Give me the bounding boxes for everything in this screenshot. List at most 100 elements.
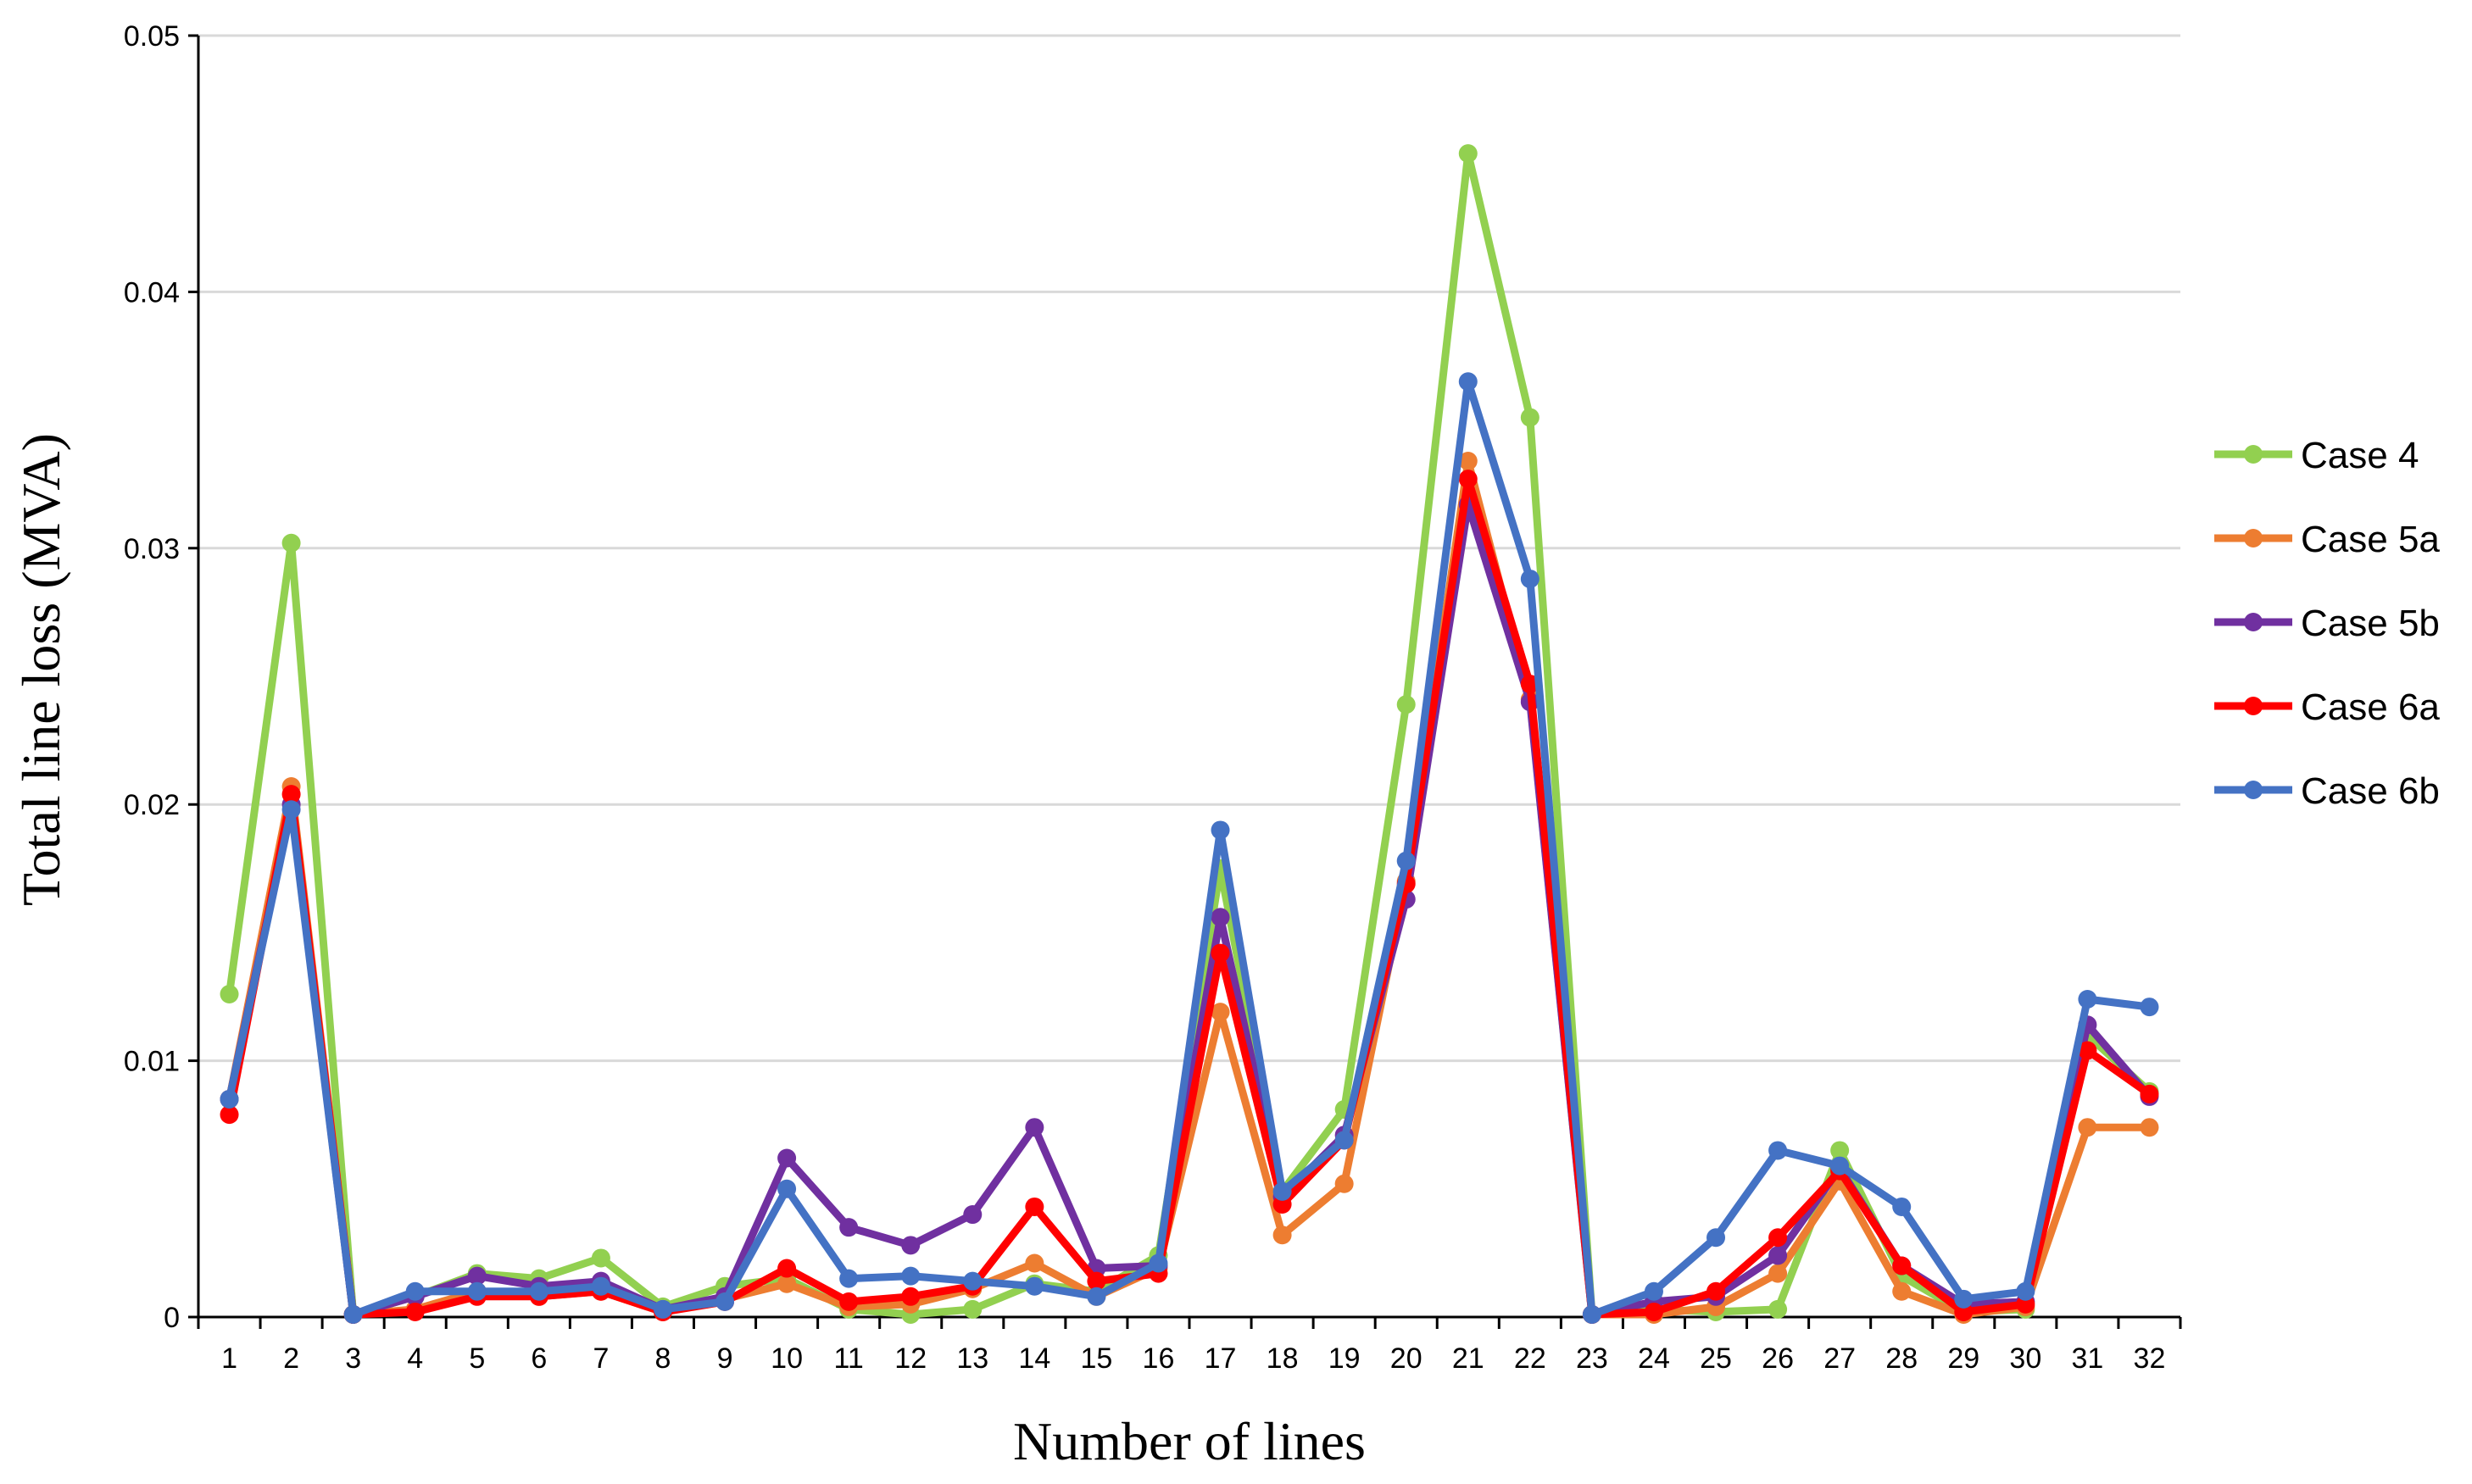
- data-point: [2078, 1118, 2097, 1137]
- legend: Case 4 Case 5a Case 5b Case 6a Case 6b: [2214, 435, 2440, 812]
- data-point: [1768, 1299, 1788, 1319]
- data-point: [2140, 1084, 2159, 1103]
- data-point: [1211, 1003, 1230, 1022]
- x-tick-label: 6: [531, 1342, 547, 1375]
- legend-marker: [2244, 445, 2263, 464]
- legend-marker: [2244, 613, 2263, 631]
- data-point: [1458, 144, 1478, 164]
- data-point: [715, 1292, 735, 1311]
- data-point: [1768, 1228, 1788, 1248]
- data-point: [839, 1292, 859, 1311]
- data-point: [1025, 1276, 1044, 1296]
- data-point: [777, 1148, 797, 1168]
- legend-label: Case 5a: [2301, 519, 2440, 560]
- data-point: [529, 1281, 548, 1301]
- data-point: [1272, 1194, 1292, 1214]
- x-tick-label: 19: [1328, 1342, 1361, 1375]
- data-point: [963, 1299, 983, 1319]
- x-axis-title: Number of lines: [1013, 1411, 1366, 1471]
- legend-marker: [2244, 781, 2263, 799]
- x-tick-label: 24: [1638, 1342, 1670, 1375]
- data-point: [777, 1274, 797, 1293]
- x-tick-label: 11: [834, 1342, 864, 1375]
- y-tick-label: 0.05: [124, 20, 180, 53]
- data-point: [1334, 1174, 1354, 1193]
- data-point: [1520, 408, 1539, 427]
- data-point: [901, 1266, 921, 1286]
- axes: 00.010.020.030.040.051 2 3 4 5 6 7 8 9 10 11 12 13 14…: [124, 20, 2182, 1375]
- data-point: [220, 1089, 239, 1109]
- data-point: [963, 1205, 983, 1225]
- legend-label: Case 6a: [2301, 686, 2440, 728]
- legend-item: Case 5a: [2214, 519, 2440, 560]
- data-point: [1520, 570, 1539, 589]
- data-point: [2140, 1118, 2159, 1137]
- data-point: [1272, 1226, 1292, 1245]
- series-line: [225, 377, 2153, 1319]
- x-tick-label: 2: [283, 1342, 299, 1375]
- x-tick-label: 10: [771, 1342, 803, 1375]
- data-point: [1025, 1118, 1044, 1137]
- data-point: [1768, 1141, 1788, 1160]
- data-point: [1892, 1281, 1912, 1301]
- x-tick-label: 32: [2134, 1342, 2166, 1375]
- data-point: [591, 1248, 610, 1268]
- data-point: [1706, 1281, 1726, 1301]
- data-point: [405, 1281, 425, 1301]
- x-tick-label: 23: [1576, 1342, 1608, 1375]
- x-tick-label: 28: [1885, 1342, 1918, 1375]
- x-tick-label: 3: [345, 1342, 361, 1375]
- x-tick-label: 25: [1700, 1342, 1732, 1375]
- data-point: [1830, 1141, 1850, 1160]
- legend-label: Case 5b: [2301, 603, 2440, 644]
- legend-marker: [2244, 697, 2263, 715]
- data-point: [653, 1299, 672, 1319]
- x-tick-label: 15: [1080, 1342, 1112, 1375]
- x-tick-label: 31: [2071, 1342, 2103, 1375]
- data-point: [467, 1281, 487, 1301]
- data-point: [281, 533, 301, 553]
- legend-item: Case 5b: [2214, 603, 2440, 644]
- legend-item: Case 6b: [2214, 770, 2440, 812]
- data-point: [1644, 1281, 1663, 1301]
- data-point: [839, 1218, 859, 1237]
- data-point: [220, 984, 239, 1003]
- legend-marker: [2244, 529, 2263, 547]
- data-point: [591, 1276, 610, 1296]
- data-point: [1768, 1246, 1788, 1265]
- y-tick-label: 0: [164, 1302, 180, 1334]
- x-tick-label: 1: [221, 1342, 237, 1375]
- y-tick-label: 0.01: [124, 1046, 180, 1078]
- x-tick-label: 16: [1143, 1342, 1175, 1375]
- data-point: [963, 1271, 983, 1291]
- data-point: [1025, 1197, 1044, 1216]
- data-point: [1768, 1264, 1788, 1283]
- legend-item: Case 6a: [2214, 686, 2440, 728]
- data-point: [220, 1105, 239, 1125]
- data-point: [2078, 990, 2097, 1009]
- x-tick-label: 14: [1018, 1342, 1050, 1375]
- x-tick-label: 9: [717, 1342, 733, 1375]
- y-tick-label: 0.04: [124, 276, 180, 308]
- x-tick-label: 20: [1390, 1342, 1423, 1375]
- data-point: [2140, 998, 2159, 1017]
- x-tick-label: 22: [1514, 1342, 1546, 1375]
- series-case-6a: [220, 470, 2159, 1324]
- data-point: [1892, 1197, 1912, 1216]
- data-point: [1211, 820, 1230, 840]
- x-tick-label: 29: [1947, 1342, 1979, 1375]
- x-tick-label: 8: [655, 1342, 671, 1375]
- x-tick-label: 5: [469, 1342, 485, 1375]
- x-tick-label: 27: [1823, 1342, 1856, 1375]
- data-point: [1458, 470, 1478, 489]
- data-point: [1087, 1271, 1106, 1291]
- series-case-6b: [220, 372, 2159, 1324]
- data-point: [1272, 1181, 1292, 1201]
- legend-label: Case 6b: [2301, 770, 2440, 812]
- x-tick-label: 13: [956, 1342, 988, 1375]
- y-tick-label: 0.03: [124, 533, 180, 565]
- data-point: [1334, 1131, 1354, 1150]
- series-case-5a: [220, 451, 2159, 1324]
- data-series: [220, 144, 2159, 1324]
